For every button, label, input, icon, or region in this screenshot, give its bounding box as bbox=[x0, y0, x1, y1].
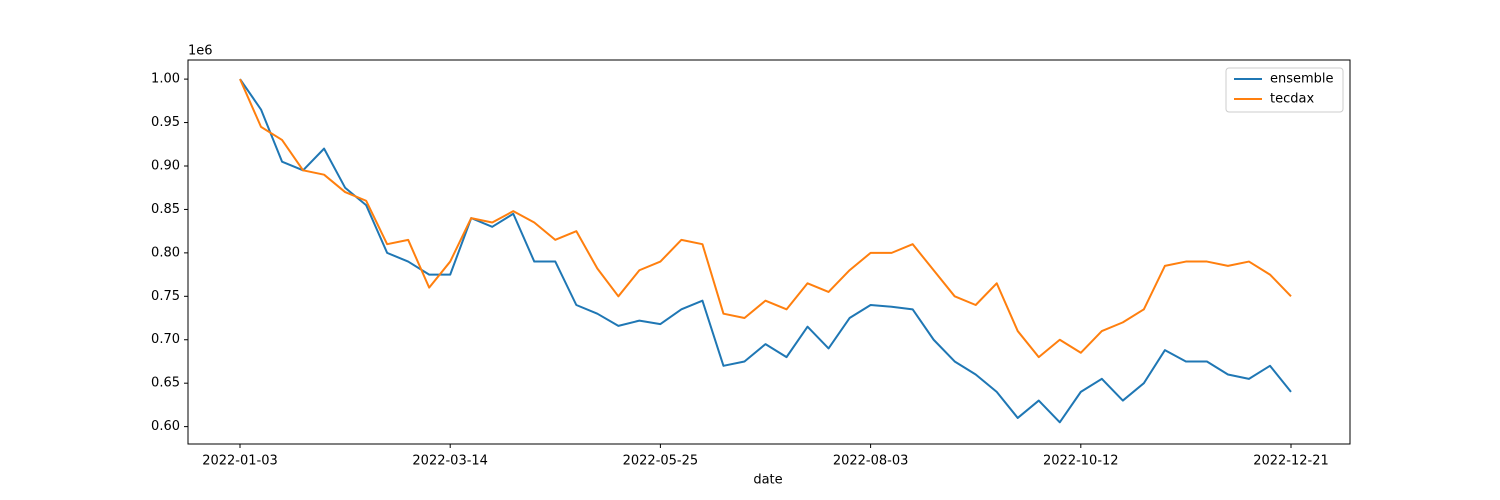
y-tick-label: 0.85 bbox=[151, 202, 180, 217]
y-tick-label: 0.60 bbox=[151, 419, 180, 434]
x-axis-label: date bbox=[753, 473, 782, 488]
y-offset-label: 1e6 bbox=[188, 44, 213, 59]
legend-label: tecdax bbox=[1270, 92, 1314, 107]
y-tick-label: 0.80 bbox=[151, 245, 180, 260]
x-tick-label: 2022-12-21 bbox=[1253, 454, 1329, 469]
legend: ensemble tecdax bbox=[1225, 67, 1344, 113]
data-line bbox=[239, 78, 1292, 359]
y-tick-label: 0.75 bbox=[151, 289, 180, 304]
x-tick-label: 2022-01-03 bbox=[202, 454, 278, 469]
x-tick-label: 2022-10-12 bbox=[1043, 454, 1119, 469]
x-tick-label: 2022-05-25 bbox=[623, 454, 699, 469]
y-tick-label: 1.00 bbox=[151, 72, 180, 87]
legend-label: ensemble bbox=[1270, 72, 1334, 87]
x-tick-label: 2022-08-03 bbox=[833, 454, 909, 469]
y-tick-label: 0.95 bbox=[151, 115, 180, 130]
y-tick-label: 0.65 bbox=[151, 376, 180, 391]
y-tick-label: 0.70 bbox=[151, 332, 180, 347]
data-line bbox=[239, 78, 1292, 424]
axes-frame bbox=[187, 59, 1351, 445]
y-tick-label: 0.90 bbox=[151, 158, 180, 173]
x-tick-label: 2022-03-14 bbox=[412, 454, 488, 469]
